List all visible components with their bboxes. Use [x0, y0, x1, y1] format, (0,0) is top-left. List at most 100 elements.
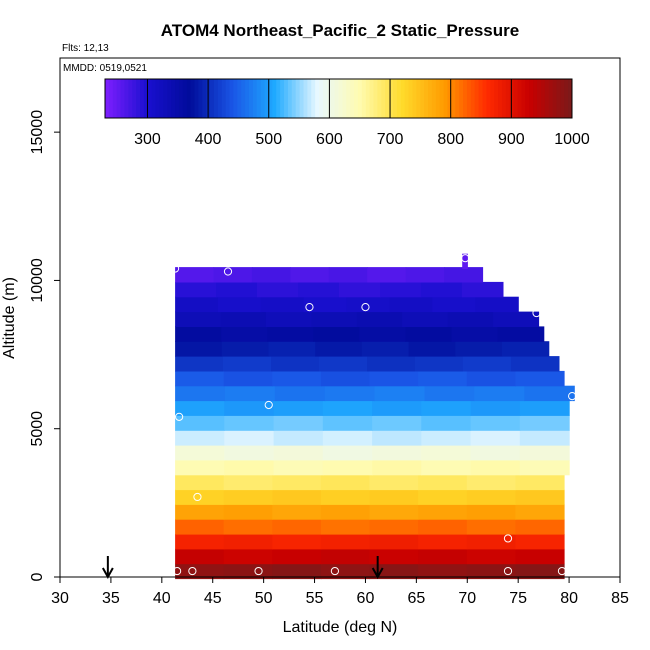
observation-point	[361, 303, 370, 312]
heatmap-cell	[273, 415, 324, 431]
colorbar-swatch	[424, 79, 429, 118]
colorbar-tick-label: 300	[134, 131, 161, 148]
plot-frame	[59, 57, 621, 578]
x-tick-label: 35	[102, 590, 120, 607]
heatmap-cell	[175, 504, 225, 520]
heatmap-cell	[324, 385, 376, 402]
colorbar-swatch	[334, 79, 339, 118]
heatmap-cell	[451, 326, 499, 342]
colorbar-swatch	[256, 79, 262, 118]
colorbar-swatch	[482, 79, 487, 118]
heatmap-cell	[322, 459, 373, 476]
y-tick-label: 5000	[29, 411, 46, 447]
heatmap-cell	[444, 267, 484, 283]
colorbar-swatch	[540, 79, 546, 118]
colorbar-swatch	[330, 79, 336, 118]
colorbar-swatch	[564, 79, 569, 118]
heatmap-cell	[272, 474, 322, 491]
heatmap-cell	[328, 267, 368, 283]
heatmap-cell	[272, 519, 322, 535]
colorbar-swatch	[408, 79, 413, 118]
heatmap-cell	[369, 489, 419, 505]
heatmap-cell	[372, 445, 422, 461]
heatmap-cell	[470, 430, 521, 446]
heatmap-cell	[380, 281, 422, 298]
heatmap-cell	[421, 400, 472, 416]
colorbar-swatch	[264, 79, 269, 118]
heatmap-cell	[519, 400, 570, 416]
colorbar-tick-label: 800	[437, 131, 464, 148]
heatmap-cell	[369, 534, 419, 550]
heatmap-cell	[272, 489, 322, 505]
colorbar-tick-label: 600	[316, 131, 343, 148]
colorbar-swatch	[568, 79, 573, 118]
colorbar-swatch	[128, 79, 133, 118]
x-tick-label: 60	[357, 590, 375, 607]
colorbar-swatch	[167, 79, 172, 118]
heatmap-cell	[320, 504, 371, 520]
colorbar-swatch	[536, 79, 542, 118]
heatmap-cell	[461, 281, 504, 298]
heatmap-cell	[466, 489, 516, 505]
colorbar-swatch	[190, 79, 196, 118]
heatmap-cell	[361, 341, 410, 357]
colorbar-swatch	[416, 79, 421, 118]
colorbar-swatch	[513, 79, 519, 118]
heatmap-cell	[313, 326, 360, 342]
heatmap-cell	[271, 356, 320, 372]
colorbar-swatch	[459, 79, 464, 118]
colorbar-swatch	[428, 79, 433, 118]
heatmap-cell	[497, 326, 545, 342]
colorbar-swatch	[182, 79, 188, 118]
colorbar-swatch	[556, 79, 561, 118]
x-tick-label: 45	[204, 590, 222, 607]
heatmap-cell	[175, 430, 225, 446]
heatmap-cell	[320, 474, 371, 491]
heatmap-cell	[220, 311, 267, 327]
heatmap-cell	[272, 534, 322, 550]
x-tick-label: 70	[458, 590, 476, 607]
heatmap-cell	[418, 370, 468, 387]
heatmap-cell	[418, 563, 468, 580]
heatmap-cell	[322, 430, 373, 446]
colorbar-swatch	[322, 79, 328, 118]
heatmap-cell	[221, 326, 268, 342]
heatmap-cell	[268, 341, 316, 357]
observation-point	[568, 391, 577, 401]
colorbar-swatch	[385, 79, 390, 118]
heatmap-cell	[372, 430, 422, 446]
heatmap-cell	[265, 311, 312, 327]
heatmap-cell	[272, 370, 322, 387]
colorbar-swatch	[400, 79, 406, 118]
heatmap-cell	[470, 445, 521, 461]
heatmap-cell	[251, 267, 291, 283]
colorbar-swatch	[171, 79, 176, 118]
heatmap-cell	[474, 385, 525, 402]
colorbar-swatch	[116, 79, 122, 118]
colorbar-swatch	[354, 79, 359, 118]
colorbar-swatch	[439, 79, 445, 118]
heatmap-cell	[470, 459, 521, 476]
heatmap-cell	[267, 326, 314, 342]
heatmap-cell	[272, 548, 322, 565]
heatmap-cell	[175, 519, 225, 535]
observation-point	[172, 566, 182, 576]
y-axis-label: Altitude (m)	[1, 277, 18, 359]
colorbar-swatch	[319, 79, 324, 118]
colorbar-swatch	[213, 79, 219, 118]
heatmap-cell	[447, 311, 494, 327]
colorbar-swatch	[342, 79, 347, 118]
heatmap-cell	[175, 445, 225, 461]
heatmap-cell	[502, 341, 550, 357]
heatmap-cell	[175, 296, 219, 313]
heatmap-cell	[475, 296, 519, 313]
heatmap-cell	[421, 430, 472, 446]
colorbar-swatch	[132, 79, 137, 118]
heatmap-cell	[515, 563, 565, 580]
colorbar-swatch	[217, 79, 223, 118]
colorbar-swatch	[451, 79, 456, 118]
colorbar-tick-label: 400	[195, 131, 222, 148]
x-tick-label: 30	[51, 590, 69, 607]
observation-point	[503, 566, 513, 576]
colorbar-swatch	[346, 79, 351, 118]
